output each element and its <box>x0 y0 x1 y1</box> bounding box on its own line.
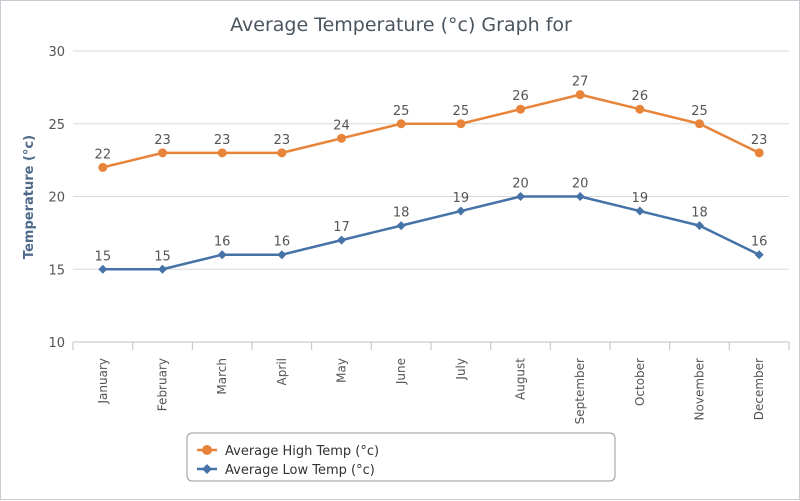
data-point <box>337 133 346 143</box>
x-tick-label: December <box>752 358 766 420</box>
series-line <box>102 195 760 271</box>
data-label: 25 <box>691 104 708 119</box>
data-label: 19 <box>453 191 470 206</box>
data-label: 20 <box>512 177 529 192</box>
series-low: 15 15 16 16 17 18 19 20 20 19 18 16 <box>95 177 768 274</box>
data-label: 17 <box>333 220 350 235</box>
data-label: 23 <box>214 133 231 148</box>
legend-label: Average High Temp (°c) <box>225 444 379 459</box>
data-point <box>217 148 227 158</box>
data-point <box>456 119 466 129</box>
data-label: 16 <box>751 235 768 250</box>
data-point <box>158 264 167 274</box>
y-tick-label: 15 <box>48 263 65 278</box>
data-label: 20 <box>572 177 589 192</box>
data-point <box>635 104 645 114</box>
y-tick-label: 20 <box>48 191 65 206</box>
data-label: 26 <box>512 89 529 104</box>
x-tick-label: March <box>215 358 229 395</box>
legend-marker <box>202 464 212 474</box>
x-tick-label: June <box>394 358 408 385</box>
data-label: 27 <box>572 75 589 90</box>
x-tick-label: September <box>573 358 587 424</box>
series-high: 22 23 23 23 24 25 25 26 27 26 25 23 <box>95 75 768 172</box>
x-tick-label: January <box>96 358 110 405</box>
series-layer: 22 23 23 23 24 25 25 26 27 26 25 23 15 15 16 16 17 18 19 20… <box>95 75 768 274</box>
data-point <box>516 192 525 201</box>
data-label: 18 <box>691 206 708 221</box>
data-point <box>277 148 287 158</box>
data-label: 22 <box>95 147 112 162</box>
legend: Average High Temp (°c) Average Low Temp (… <box>186 432 616 482</box>
series-line <box>102 93 760 169</box>
data-label: 23 <box>274 133 291 148</box>
data-label: 15 <box>95 249 112 264</box>
data-label: 16 <box>214 235 231 250</box>
data-label: 18 <box>393 206 410 221</box>
y-axis-ticks: 10 15 20 25 30 <box>48 45 65 351</box>
x-axis: January February March April May June July Augu… <box>72 342 790 424</box>
data-point <box>456 206 466 216</box>
gridlines <box>73 50 789 343</box>
x-tick-label: July <box>454 358 468 381</box>
data-point <box>396 119 406 129</box>
legend-label: Average Low Temp (°c) <box>225 463 375 478</box>
data-point <box>754 148 764 158</box>
data-label: 16 <box>274 235 291 250</box>
data-label: 23 <box>154 133 171 148</box>
data-point <box>575 192 585 201</box>
y-tick-label: 10 <box>48 336 65 351</box>
legend-marker <box>202 445 212 455</box>
x-tick-label: April <box>275 358 289 385</box>
data-point <box>158 148 167 158</box>
data-label: 25 <box>453 104 470 119</box>
x-tick-label: November <box>693 358 707 420</box>
data-label: 26 <box>632 89 649 104</box>
data-label: 19 <box>632 191 649 206</box>
y-tick-label: 25 <box>48 118 65 133</box>
data-point <box>635 206 645 216</box>
data-point <box>695 119 704 129</box>
y-axis-label: Temperature (°c) <box>22 135 37 259</box>
data-point <box>575 90 585 100</box>
data-label: 24 <box>333 118 350 133</box>
data-point <box>217 250 227 260</box>
data-point <box>98 264 108 274</box>
data-point <box>396 221 406 231</box>
data-point <box>695 221 704 231</box>
y-tick-label: 30 <box>48 45 65 60</box>
data-point <box>337 235 346 245</box>
data-label: 15 <box>154 249 171 264</box>
data-point <box>277 250 287 260</box>
data-point <box>98 162 108 172</box>
legend-box <box>186 432 616 482</box>
data-point <box>516 104 525 114</box>
chart-title: Average Temperature (°c) Graph for <box>230 14 572 36</box>
x-tick-label: August <box>514 358 528 400</box>
x-tick-label: October <box>633 358 647 406</box>
data-label: 25 <box>393 104 410 119</box>
data-point <box>754 250 764 260</box>
data-label: 23 <box>751 133 768 148</box>
x-tick-label: February <box>156 358 170 411</box>
x-tick-label: May <box>335 358 349 383</box>
